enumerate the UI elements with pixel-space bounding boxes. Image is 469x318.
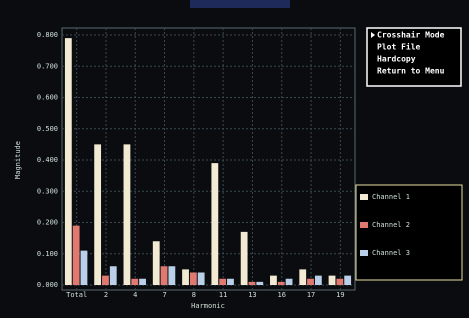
x-tick-label: 19: [336, 291, 344, 299]
bar: [124, 144, 131, 285]
bar: [94, 144, 101, 285]
bar: [65, 38, 72, 285]
bar: [182, 269, 189, 285]
x-tick-label: 16: [278, 291, 286, 299]
x-axis-label: Harmonic: [191, 302, 225, 310]
bar: [299, 269, 306, 285]
menu-item[interactable]: Plot File: [377, 42, 421, 52]
bar: [73, 226, 80, 285]
x-tick-label: 8: [192, 291, 196, 299]
legend-label: Channel 1: [372, 193, 410, 201]
bar: [286, 279, 293, 285]
y-tick-label: 0.400: [37, 156, 58, 164]
bar: [227, 279, 234, 285]
bar: [81, 251, 88, 285]
x-tick-label: 17: [307, 291, 315, 299]
y-tick-label: 0.800: [37, 31, 58, 39]
bar: [153, 241, 160, 285]
bar: [344, 276, 351, 285]
bar: [102, 276, 109, 285]
bar: [190, 273, 197, 286]
screen: Magnitude Harmonic Crosshair Mode Plot F…: [0, 0, 469, 318]
bar: [307, 279, 314, 285]
x-tick-label: Total: [66, 291, 87, 299]
bar: [110, 266, 117, 285]
legend-swatch: [360, 194, 368, 200]
bar: [270, 276, 277, 285]
bar: [329, 276, 336, 285]
bar: [278, 282, 285, 285]
menu-item[interactable]: Crosshair Mode: [377, 30, 445, 40]
y-axis-label: Magnitude: [14, 141, 22, 179]
x-tick-label: 13: [248, 291, 256, 299]
y-tick-label: 0.500: [37, 125, 58, 133]
bar: [249, 282, 256, 285]
x-tick-label: 7: [162, 291, 166, 299]
menu-item[interactable]: Return to Menu: [377, 67, 445, 76]
bar: [168, 266, 175, 285]
y-tick-label: 0.300: [37, 187, 58, 195]
bar: [241, 232, 248, 285]
legend-label: Channel 2: [372, 221, 410, 229]
bar: [139, 279, 146, 285]
y-tick-label: 0.600: [37, 94, 58, 102]
y-tick-label: 0.100: [37, 250, 58, 258]
bar: [256, 282, 263, 285]
legend-label: Channel 3: [372, 249, 410, 257]
y-tick-label: 0.200: [37, 219, 58, 227]
bar: [161, 266, 168, 285]
legend-swatch: [360, 250, 368, 256]
bar: [315, 276, 322, 285]
x-tick-label: 2: [104, 291, 108, 299]
bar: [219, 279, 226, 285]
menu-item[interactable]: Hardcopy: [377, 55, 416, 64]
x-tick-label: 11: [219, 291, 227, 299]
bar: [211, 163, 218, 285]
bar: [336, 279, 343, 285]
legend-swatch: [360, 222, 368, 228]
bar: [131, 279, 138, 285]
top-tab: [190, 0, 290, 8]
x-tick-label: 4: [133, 291, 137, 299]
y-tick-label: 0.000: [37, 281, 58, 289]
y-tick-label: 0.700: [37, 62, 58, 70]
bar: [198, 273, 205, 286]
menu: Crosshair Mode Plot File Hardcopy Return…: [367, 28, 461, 86]
